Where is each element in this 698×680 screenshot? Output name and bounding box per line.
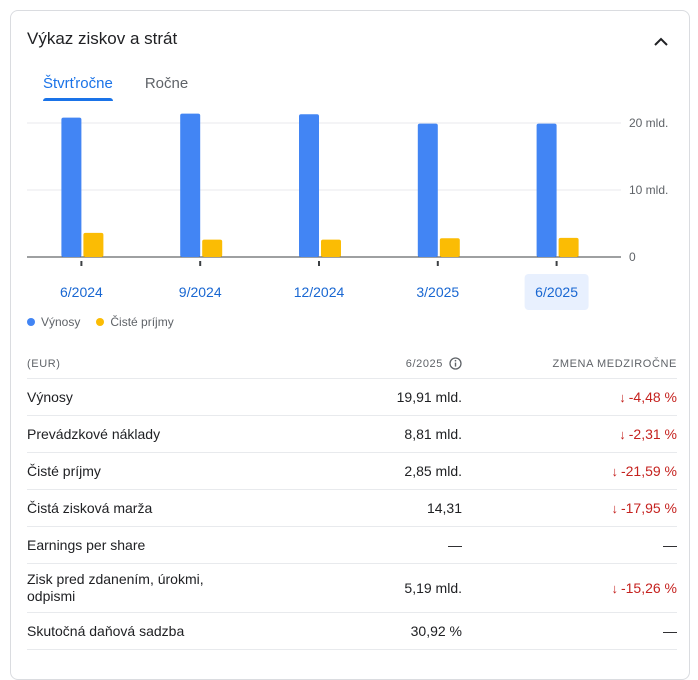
x-tick-label[interactable]: 6/2025 (535, 284, 578, 300)
legend-item-net-income: Čisté príjmy (96, 315, 174, 329)
table-row: Čistá zisková marža 14,31 ↓ -17,95 % (27, 490, 677, 527)
legend-item-revenue: Výnosy (27, 315, 80, 329)
arrow-down-icon: ↓ (611, 501, 618, 516)
table-row: Earnings per share — — (27, 527, 677, 564)
header-currency: (EUR) (27, 357, 61, 370)
chart-legend: Výnosy Čisté príjmy (27, 315, 174, 329)
legend-dot-net-income (96, 318, 105, 326)
header-yoy-change: ZMENA MEDZIROČNE (552, 357, 677, 370)
arrow-down-icon: ↓ (611, 581, 618, 596)
revenue-income-chart: 0 10 mld. 20 mld. 6/2024 9/2024 12/2024 3/2025… (27, 113, 668, 310)
row-yoy-change-value: — (663, 623, 677, 639)
x-tick-label[interactable]: 9/2024 (179, 284, 222, 300)
table-body: Výnosy 19,91 mld. ↓ -4,48 % Prevádzkové nákl… (27, 379, 677, 650)
tab-annual[interactable]: Ročne (144, 75, 189, 92)
row-label: Zisk pred zdanením, úrokmi, odpismi (27, 571, 204, 604)
row-label: Earnings per share (27, 537, 146, 553)
row-yoy-change-value: -21,59 % (620, 463, 677, 479)
row-yoy-change: ↓ -4,48 % (462, 389, 677, 405)
x-tick-label[interactable]: 12/2024 (294, 284, 345, 300)
row-value: 2,85 mld. (404, 463, 462, 479)
legend-label-revenue: Výnosy (41, 315, 81, 329)
row-label: Čistá zisková marža (27, 500, 153, 516)
table-row: Čisté príjmy 2,85 mld. ↓ -21,59 % (27, 453, 677, 490)
row-yoy-change-value: — (663, 537, 677, 553)
table-row: Skutočná daňová sadzba 30,92 % — (27, 613, 677, 650)
row-yoy-change: ↓ -2,31 % (462, 426, 677, 442)
row-yoy-change-value: -4,48 % (628, 389, 677, 405)
tab-quarterly[interactable]: Štvrťročne (43, 75, 113, 101)
bar-net-income[interactable] (321, 239, 341, 257)
row-yoy-change: ↓ -21,59 % (462, 463, 677, 479)
bar-revenue[interactable] (417, 123, 438, 257)
legend-dot-revenue (27, 318, 35, 326)
row-label: Skutočná daňová sadzba (27, 623, 185, 639)
card-title: Výkaz ziskov a strát (27, 29, 178, 48)
info-icon[interactable] (449, 357, 462, 370)
row-value: 19,91 mld. (396, 389, 462, 405)
header-period-label: 6/2025 (405, 357, 443, 370)
row-label: Prevádzkové náklady (27, 426, 161, 442)
row-yoy-change: ↓ -17,95 % (462, 500, 677, 516)
row-label: Čisté príjmy (27, 463, 101, 479)
bar-revenue[interactable] (61, 117, 82, 257)
row-yoy-change-value: -17,95 % (620, 500, 677, 516)
table-header: (EUR) 6/2025 ZMENA MEDZIROČNE (27, 349, 677, 379)
arrow-down-icon: ↓ (619, 427, 626, 442)
financials-table: (EUR) 6/2025 ZMENA MEDZIROČNE Výnosy 19,9… (27, 349, 677, 650)
bar-net-income[interactable] (439, 238, 460, 257)
row-yoy-change-value: -2,31 % (628, 426, 677, 442)
header-period: 6/2025 (327, 357, 462, 370)
x-tick-label[interactable]: 3/2025 (416, 284, 459, 300)
y-tick-label: 20 mld. (629, 116, 668, 130)
arrow-down-icon: ↓ (611, 464, 618, 479)
period-tabs: Štvrťročne Ročne (43, 75, 188, 101)
row-yoy-change: — (462, 537, 677, 553)
income-statement-card: Výkaz ziskov a strát Štvrťročne Ročne 0 1… (10, 10, 690, 680)
table-row: Prevádzkové náklady 8,81 mld. ↓ -2,31 % (27, 416, 677, 453)
bar-net-income[interactable] (558, 237, 579, 257)
x-tick-label[interactable]: 6/2024 (60, 284, 103, 300)
row-value: — (448, 537, 462, 553)
chevron-up-icon (654, 37, 668, 46)
bar-net-income[interactable] (202, 239, 223, 257)
row-value: 8,81 mld. (404, 426, 462, 442)
row-yoy-change: — (462, 623, 677, 639)
row-yoy-change-value: -15,26 % (620, 580, 677, 596)
bar-net-income[interactable] (83, 232, 104, 257)
bar-revenue[interactable] (180, 113, 201, 258)
table-row: Výnosy 19,91 mld. ↓ -4,48 % (27, 379, 677, 416)
row-yoy-change: ↓ -15,26 % (462, 580, 677, 596)
bar-revenue[interactable] (299, 114, 319, 257)
row-value: 14,31 (426, 500, 462, 516)
bar-revenue[interactable] (536, 123, 557, 257)
selected-period-highlight (524, 274, 589, 310)
collapse-button[interactable] (649, 29, 673, 53)
legend-label-net-income: Čisté príjmy (110, 315, 174, 329)
y-tick-label: 10 mld. (629, 183, 668, 197)
arrow-down-icon: ↓ (619, 390, 626, 405)
y-tick-label: 0 (629, 250, 636, 264)
row-label: Výnosy (27, 389, 73, 405)
row-value: 5,19 mld. (404, 580, 462, 596)
table-row: Zisk pred zdanením, úrokmi, odpismi 5,19 … (27, 564, 677, 613)
row-value: 30,92 % (410, 623, 462, 639)
